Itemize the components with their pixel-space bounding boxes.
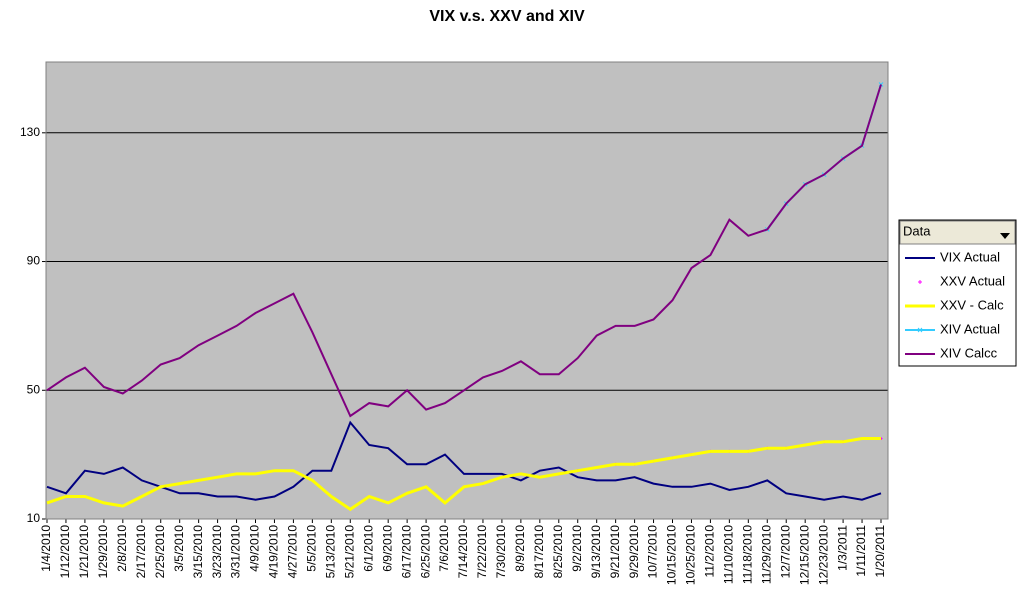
x-tick-label: 9/13/2010: [589, 525, 603, 579]
x-tick-label: 11/10/2010: [722, 525, 736, 584]
x-tick-label: 3/23/2010: [210, 525, 224, 579]
legend-label: XIV Actual: [940, 321, 1000, 336]
legend-marker-shape: [917, 327, 923, 333]
x-tick-label: 7/14/2010: [456, 525, 470, 579]
y-tick-label: 50: [27, 382, 41, 396]
x-tick-label: 5/13/2010: [323, 525, 337, 579]
legend-title: Data: [903, 223, 931, 238]
x-tick-label: 5/21/2010: [342, 525, 356, 579]
plot-border: [45, 61, 889, 520]
legend-field-button[interactable]: [899, 220, 1016, 245]
legend-label: XXV Actual: [940, 273, 1005, 288]
x-tick-label: 9/2/2010: [570, 525, 584, 572]
x-tick-label: 9/29/2010: [627, 525, 641, 579]
x-tick-label: 3/5/2010: [172, 525, 186, 572]
x-tick-label: 7/30/2010: [494, 525, 508, 579]
x-tick-label: 10/25/2010: [684, 525, 698, 585]
x-tick-label: 6/9/2010: [380, 525, 394, 572]
legend-marker-shape: [918, 280, 922, 284]
y-tick-label: 10: [27, 511, 41, 525]
x-tick-label: 7/6/2010: [437, 525, 451, 572]
x-tick-label: 5/5/2010: [305, 525, 319, 572]
x-tick-label: 10/7/2010: [646, 525, 660, 579]
x-tick-label: 6/1/2010: [361, 525, 375, 572]
dropdown-arrow[interactable]: [1000, 233, 1010, 239]
x-tick-label: 1/4/2010: [39, 525, 53, 572]
x-tick-label: 1/12/2010: [58, 525, 72, 579]
x-tick-label: 6/17/2010: [399, 525, 413, 579]
series-line: [46, 437, 881, 512]
x-tick-label: 2/25/2010: [153, 525, 167, 579]
x-tick-label: 2/8/2010: [115, 525, 129, 572]
series-line: [46, 420, 882, 501]
x-tick-label: 8/25/2010: [551, 525, 565, 579]
x-tick-label: 11/18/2010: [740, 525, 754, 584]
x-tick-label: 1/20/2011: [873, 525, 887, 578]
x-tick-label: 1/29/2010: [96, 525, 110, 579]
plot-area: [45, 61, 889, 520]
x-tick-label: 1/21/2010: [77, 525, 91, 579]
legend-label: VIX Actual: [940, 249, 1000, 264]
x-tick-label: 6/25/2010: [418, 525, 432, 579]
x-tick-label: 2/17/2010: [134, 525, 148, 579]
legend: Data VIX Actual XXV Actual XXV - Calc XIV …: [898, 219, 1017, 367]
x-tick-label: 11/2/2010: [703, 525, 717, 578]
x-tick-label: 4/9/2010: [248, 525, 262, 572]
x-tick-label: 12/15/2010: [797, 525, 811, 585]
x-tick-label: 3/31/2010: [229, 525, 243, 579]
legend-label: XXV - Calc: [940, 297, 1004, 312]
y-tick-label: 90: [27, 254, 41, 268]
x-tick-label: 4/27/2010: [286, 525, 300, 579]
legend-marker: [917, 327, 923, 333]
x-tick-label: 8/17/2010: [532, 525, 546, 579]
x-tick-label: 1/3/2011: [835, 525, 849, 571]
x-tick-label: 10/15/2010: [665, 525, 679, 585]
x-tick-label: 3/15/2010: [191, 525, 205, 579]
chart-title: VIX v.s. XXV and XIV: [429, 8, 585, 25]
series-line: [46, 84, 882, 418]
x-tick-label: 9/21/2010: [608, 525, 622, 579]
x-tick-label: 4/19/2010: [267, 525, 281, 579]
x-tick-label: 12/7/2010: [778, 525, 792, 579]
x-tick-label: 7/22/2010: [475, 525, 489, 579]
x-tick-label: 12/23/2010: [816, 525, 830, 585]
y-tick-label: 130: [20, 125, 40, 139]
x-tick-label: 1/11/2011: [854, 525, 868, 577]
x-tick-label: 8/9/2010: [513, 525, 527, 572]
legend-marker: [918, 280, 922, 284]
legend-label: XIV Calcc: [940, 345, 998, 360]
x-tick-label: 11/29/2010: [759, 525, 773, 584]
